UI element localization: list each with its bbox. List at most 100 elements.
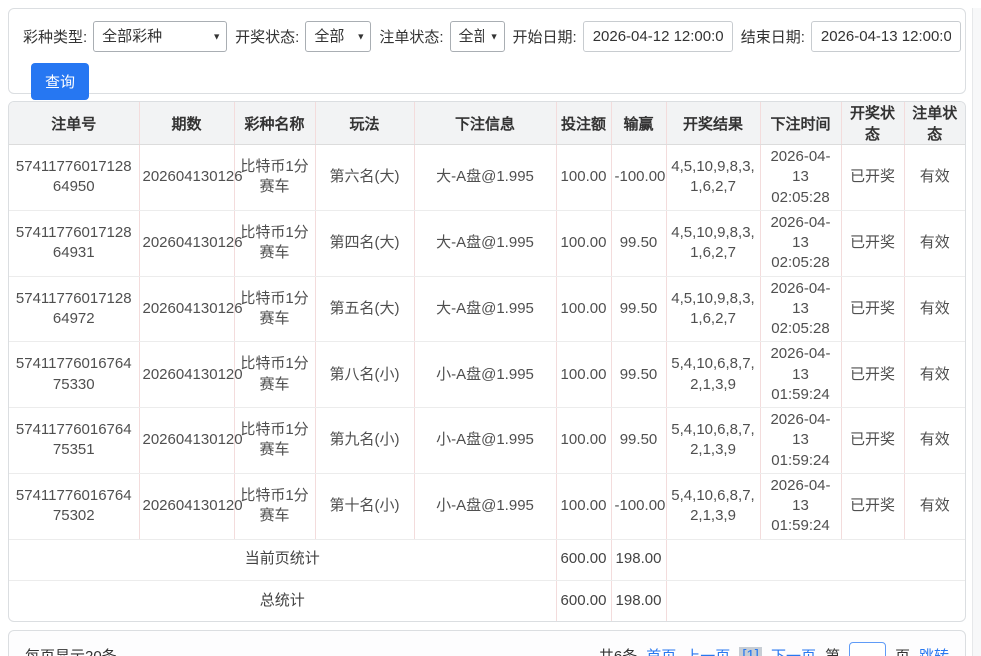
lottery-name-cell: 比特币1分赛车 [234, 341, 316, 408]
bet-info-cell: 小-A盘@1.995 [414, 341, 557, 408]
play-type-cell: 第十名(小) [315, 473, 415, 540]
draw-status-cell: 已开奖 [841, 144, 905, 211]
column-header-bet-time: 下注时间 [760, 102, 842, 145]
table-row: 5741177601676475302 202604130120 比特币1分赛车 第十… [9, 473, 965, 540]
draw-status-select-wrap: 全部 ▼ [305, 21, 372, 52]
order-status-cell: 有效 [904, 407, 965, 474]
order-id-cell: 5741177601712864972 [9, 276, 140, 343]
table-row: 5741177601712864972 202604130126 比特币1分赛车 第五… [9, 276, 965, 343]
order-id-cell: 5741177601676475351 [9, 407, 140, 474]
end-date-label: 结束日期: [740, 29, 805, 46]
column-header-bet-info: 下注信息 [414, 102, 557, 145]
lottery-name-cell: 比特币1分赛车 [234, 144, 316, 211]
filter-panel: 彩种类型: 全部彩种 ▼ 开奖状态: 全部 ▼ 注单状态: 全部 ▼ 开始日期:… [8, 8, 966, 100]
jump-button[interactable]: 跳转 [918, 647, 949, 656]
draw-result-cell: 4,5,10,9,8,3,1,6,2,7 [666, 144, 761, 211]
win-loss-cell: 99.50 [611, 276, 667, 343]
order-status-cell: 有效 [904, 473, 965, 540]
win-loss-total-cell: 198.00 [611, 580, 667, 621]
play-type-cell: 第四名(大) [315, 210, 415, 277]
vertical-scrollbar[interactable] [972, 8, 981, 656]
draw-status-cell: 已开奖 [841, 341, 905, 408]
bet-time-cell: 2026-04-13 02:05:28 [760, 210, 842, 277]
table-row: 5741177601712864950 202604130126 比特币1分赛车 第六… [9, 144, 965, 211]
bet-info-cell: 小-A盘@1.995 [414, 407, 557, 474]
total-count-label: 共6条 [598, 647, 638, 656]
page-suffix-label: 页 [894, 647, 910, 656]
bet-info-cell: 大-A盘@1.995 [414, 144, 557, 211]
table-row: 5741177601676475330 202604130120 比特币1分赛车 第八… [9, 341, 965, 408]
win-loss-cell: 99.50 [611, 341, 667, 408]
first-page-link[interactable]: 首页 [646, 647, 677, 656]
draw-result-cell: 5,4,10,6,8,7,2,1,3,9 [666, 473, 761, 540]
draw-result-cell: 5,4,10,6,8,7,2,1,3,9 [666, 407, 761, 474]
per-page-label: 每页显示20条 [25, 647, 117, 656]
column-header-lottery-name: 彩种名称 [234, 102, 316, 145]
lottery-type-select[interactable]: 全部彩种 [93, 21, 228, 52]
column-header-period: 期数 [139, 102, 235, 145]
page-prefix-label: 第 [824, 647, 840, 656]
bet-records-table: 注单号 期数 彩种名称 玩法 下注信息 投注额 输赢 开奖结果 下注时间 开奖状态 注单状态 574… [9, 102, 965, 621]
bet-time-cell: 2026-04-13 01:59:24 [760, 473, 842, 540]
table-row: 5741177601676475351 202604130120 比特币1分赛车 第九… [9, 407, 965, 474]
play-type-cell: 第九名(小) [315, 407, 415, 474]
win-loss-total-cell: 198.00 [611, 539, 667, 581]
order-id-cell: 5741177601712864950 [9, 144, 140, 211]
draw-status-cell: 已开奖 [841, 276, 905, 343]
bet-info-cell: 大-A盘@1.995 [414, 276, 557, 343]
column-header-order-status: 注单状态 [904, 102, 965, 145]
bet-time-cell: 2026-04-13 01:59:24 [760, 341, 842, 408]
summary-label-cell: 当前页统计 [9, 539, 557, 581]
total-summary-row: 总统计 600.00 198.00 [9, 580, 965, 621]
draw-status-select[interactable]: 全部 [305, 21, 372, 52]
summary-label-cell: 总统计 [9, 580, 557, 621]
lottery-type-select-wrap: 全部彩种 ▼ [93, 21, 228, 52]
page-jump-input[interactable] [848, 642, 886, 656]
order-status-label: 注单状态: [379, 29, 444, 46]
bet-amount-cell: 100.00 [556, 473, 612, 540]
win-loss-cell: 99.50 [611, 407, 667, 474]
bet-amount-total-cell: 600.00 [556, 539, 612, 581]
next-page-link[interactable]: 下一页 [770, 647, 816, 656]
period-cell: 202604130126 [139, 144, 243, 211]
pager: 共6条 首页 上一页 [1] 下一页 第 页 跳转 [599, 642, 949, 656]
period-cell: 202604130120 [139, 341, 243, 408]
order-status-cell: 有效 [904, 144, 965, 211]
column-header-play-type: 玩法 [315, 102, 415, 145]
bet-time-cell: 2026-04-13 02:05:28 [760, 276, 842, 343]
column-header-bet-amount: 投注额 [556, 102, 612, 145]
current-page-summary-row: 当前页统计 600.00 198.00 [9, 539, 965, 581]
bet-time-cell: 2026-04-13 01:59:24 [760, 407, 842, 474]
start-date-input[interactable] [582, 21, 733, 52]
bet-records-panel: 注单号 期数 彩种名称 玩法 下注信息 投注额 输赢 开奖结果 下注时间 开奖状态 注单状态 574… [8, 101, 966, 622]
win-loss-cell: 99.50 [611, 210, 667, 277]
current-page-indicator[interactable]: [1] [739, 646, 762, 656]
bet-amount-cell: 100.00 [556, 407, 612, 474]
win-loss-cell: -100.00 [611, 144, 667, 211]
order-status-cell: 有效 [904, 341, 965, 408]
bet-info-cell: 大-A盘@1.995 [414, 210, 557, 277]
summary-empty-cell [666, 580, 965, 621]
draw-status-cell: 已开奖 [841, 210, 905, 277]
end-date-input[interactable] [810, 21, 961, 52]
lottery-name-cell: 比特币1分赛车 [234, 473, 316, 540]
order-status-cell: 有效 [904, 276, 965, 343]
table-header-row: 注单号 期数 彩种名称 玩法 下注信息 投注额 输赢 开奖结果 下注时间 开奖状态 注单状态 [9, 102, 965, 145]
order-status-select-wrap: 全部 ▼ [449, 21, 505, 52]
query-button[interactable]: 查询 [31, 63, 90, 100]
win-loss-cell: -100.00 [611, 473, 667, 540]
draw-status-label: 开奖状态: [235, 29, 300, 46]
summary-empty-cell [666, 539, 965, 581]
draw-status-cell: 已开奖 [841, 473, 905, 540]
start-date-label: 开始日期: [512, 29, 577, 46]
bet-time-cell: 2026-04-13 02:05:28 [760, 144, 842, 211]
pagination-panel: 每页显示20条 共6条 首页 上一页 [1] 下一页 第 页 跳转 [8, 630, 966, 656]
draw-result-cell: 4,5,10,9,8,3,1,6,2,7 [666, 210, 761, 277]
lottery-type-label: 彩种类型: [23, 29, 88, 46]
order-status-select[interactable]: 全部 [449, 21, 505, 52]
column-header-draw-result: 开奖结果 [666, 102, 761, 145]
prev-page-link[interactable]: 上一页 [685, 647, 731, 656]
bet-amount-cell: 100.00 [556, 341, 612, 408]
table-row: 5741177601712864931 202604130126 比特币1分赛车 第四… [9, 210, 965, 277]
column-header-win-loss: 输赢 [611, 102, 667, 145]
